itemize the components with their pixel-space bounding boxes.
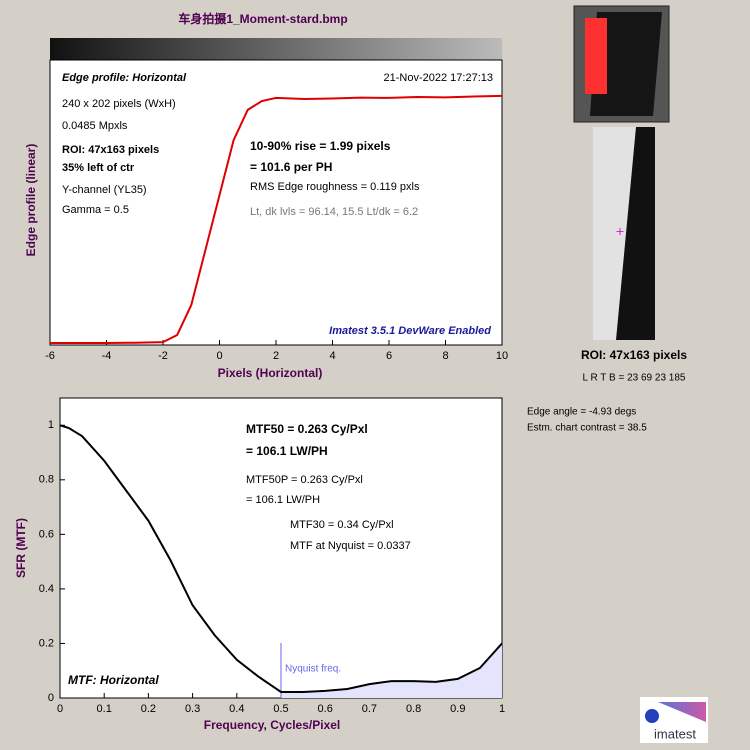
x-tick-label: 6 [386, 350, 392, 362]
y-tick-label: 0.4 [39, 583, 54, 595]
window-title: 车身拍摄1_Moment-stard.bmp [178, 11, 347, 26]
y-tick-label: 0.2 [39, 637, 54, 649]
x-tick-label: 0.2 [141, 703, 156, 715]
annotation: MTF at Nyquist = 0.0337 [290, 540, 411, 552]
annotation: RMS Edge roughness = 0.119 pxls [250, 181, 420, 193]
y-tick-label: 0.8 [39, 474, 54, 486]
annotation: Lt, dk lvls = 96.14, 15.5 Lt/dk = 6.2 [250, 206, 418, 218]
annotation: = 101.6 per PH [250, 160, 332, 174]
edge-angle: Edge angle = -4.93 degs [527, 407, 636, 418]
annotation: = 106.1 LW/PH [246, 444, 328, 458]
annotation: 240 x 202 pixels (WxH) [62, 98, 176, 110]
x-tick-label: 0.4 [229, 703, 244, 715]
roi-image [593, 127, 655, 340]
x-tick-label: 1 [499, 703, 505, 715]
x-tick-label: 10 [496, 350, 508, 362]
x-tick-label: 0.7 [362, 703, 377, 715]
roi-label: ROI: 47x163 pixels [581, 348, 687, 362]
plot-area [49, 59, 503, 346]
data-line [50, 94, 503, 345]
annotation: Edge profile: Horizontal [62, 72, 187, 84]
annotation: Imatest 3.5.1 DevWare Enabled [329, 325, 491, 337]
gradient-bar [50, 38, 502, 60]
logo: imatest [640, 697, 708, 743]
x-tick-label: 0.3 [185, 703, 200, 715]
annotation: 10-90% rise = 1.99 pixels [250, 139, 391, 153]
annotation: 21-Nov-2022 17:27:13 [384, 72, 493, 84]
x-tick-label: 0.6 [318, 703, 333, 715]
annotation: MTF50P = 0.263 Cy/Pxl [246, 474, 363, 486]
annotation: Y-channel (YL35) [62, 184, 147, 196]
annotation: MTF30 = 0.34 Cy/Pxl [290, 519, 394, 531]
annotation: = 106.1 LW/PH [246, 494, 320, 506]
y-tick-label: 1 [48, 419, 54, 431]
nyquist-label: Nyquist freq. [285, 664, 341, 675]
y-axis-label: SFR (MTF) [14, 518, 28, 578]
thumbnail [573, 5, 670, 123]
x-tick-label: 2 [273, 350, 279, 362]
annotation: 0.0485 Mpxls [62, 120, 128, 132]
roi-bounds: L R T B = 23 69 23 185 [583, 373, 686, 384]
x-tick-label: 0 [216, 350, 222, 362]
x-tick-label: -6 [45, 350, 55, 362]
x-axis-label: Pixels (Horizontal) [218, 366, 323, 380]
y-tick-label: 0.6 [39, 528, 54, 540]
x-tick-label: 0.9 [450, 703, 465, 715]
annotation: Gamma = 0.5 [62, 204, 129, 216]
y-tick-label: 0 [48, 692, 54, 704]
annotation: 35% left of ctr [62, 162, 135, 174]
x-tick-label: -2 [158, 350, 168, 362]
data-line [59, 424, 503, 693]
y-axis-label: Edge profile (linear) [24, 144, 38, 257]
chart-contrast: Estm. chart contrast = 38.5 [527, 423, 647, 434]
annotation: ROI: 47x163 pixels [62, 144, 159, 156]
x-tick-label: 0 [57, 703, 63, 715]
logo-text: imatest [654, 726, 696, 741]
x-tick-label: 0.8 [406, 703, 421, 715]
annotation: MTF: Horizontal [68, 673, 159, 687]
x-tick-label: 4 [329, 350, 335, 362]
annotation: MTF50 = 0.263 Cy/Pxl [246, 422, 368, 436]
x-tick-label: 0.1 [97, 703, 112, 715]
x-tick-label: 0.5 [273, 703, 288, 715]
x-axis-label: Frequency, Cycles/Pixel [204, 718, 341, 732]
mtf-fill [281, 643, 502, 698]
x-tick-label: -4 [102, 350, 112, 362]
x-tick-label: 8 [442, 350, 448, 362]
